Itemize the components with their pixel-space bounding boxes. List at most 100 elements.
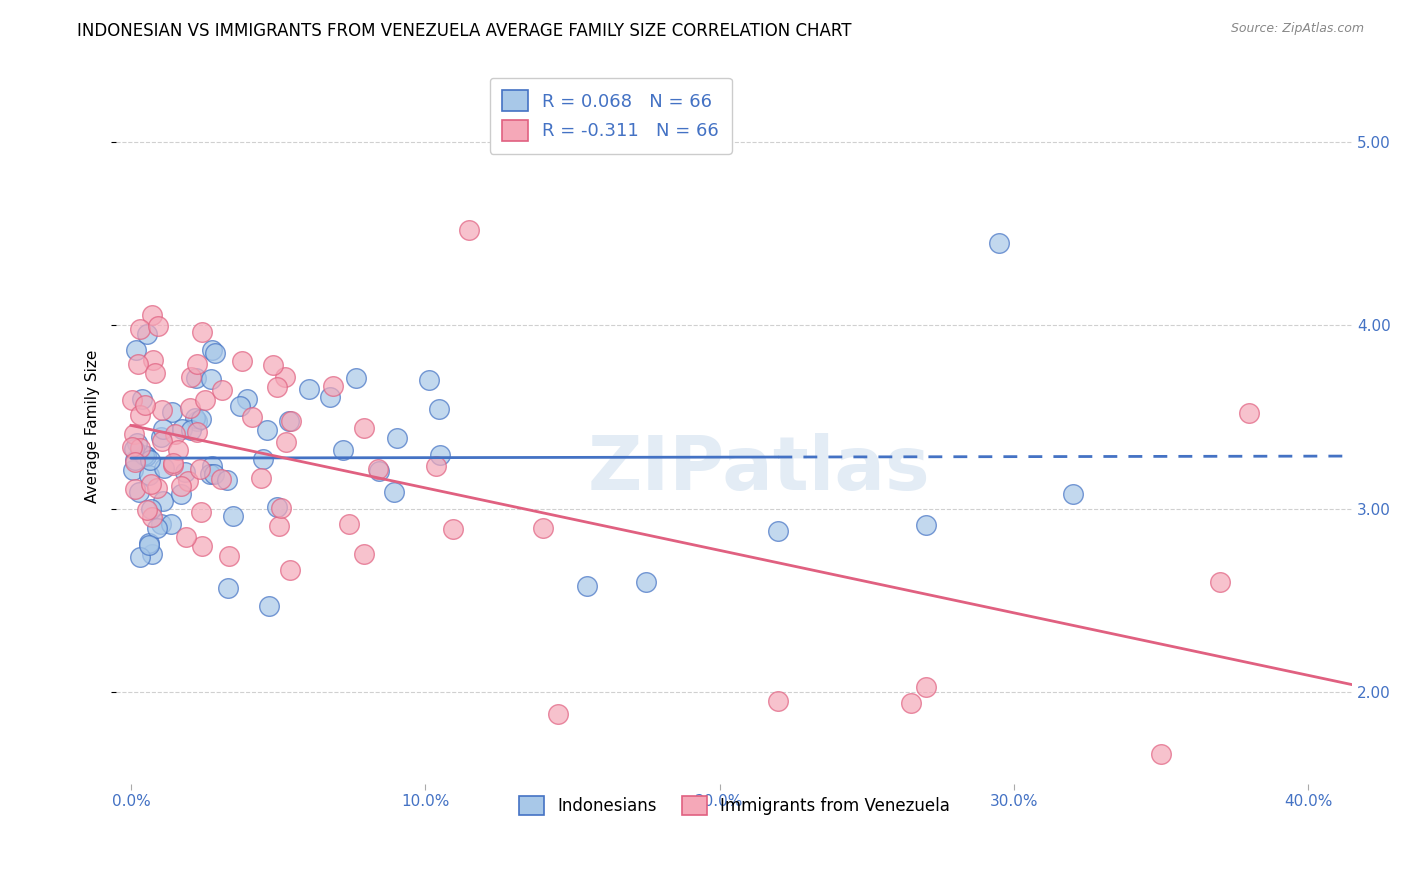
Point bbox=[367, 461, 389, 475]
Point bbox=[262, 358, 284, 372]
Point bbox=[425, 458, 447, 473]
Point bbox=[914, 518, 936, 533]
Point bbox=[124, 482, 146, 496]
Point bbox=[153, 461, 176, 475]
Point bbox=[122, 427, 145, 442]
Point bbox=[441, 522, 464, 536]
Point bbox=[141, 547, 163, 561]
Point bbox=[165, 427, 187, 442]
Point bbox=[170, 486, 193, 500]
Point bbox=[125, 436, 148, 450]
Point bbox=[160, 517, 183, 532]
Point bbox=[547, 707, 569, 722]
Point bbox=[183, 410, 205, 425]
Point bbox=[344, 370, 367, 384]
Point bbox=[129, 550, 152, 565]
Point bbox=[458, 223, 481, 237]
Point bbox=[121, 463, 143, 477]
Point bbox=[209, 472, 232, 486]
Point bbox=[172, 422, 194, 436]
Point bbox=[256, 423, 278, 437]
Point bbox=[152, 493, 174, 508]
Point bbox=[173, 465, 195, 479]
Point bbox=[138, 538, 160, 552]
Point bbox=[141, 510, 163, 524]
Point bbox=[134, 398, 156, 412]
Point bbox=[576, 579, 599, 593]
Point bbox=[418, 373, 440, 387]
Point bbox=[988, 235, 1011, 250]
Point bbox=[332, 443, 354, 458]
Legend: Indonesians, Immigrants from Venezuela: Indonesians, Immigrants from Venezuela bbox=[509, 786, 960, 825]
Point bbox=[276, 434, 298, 449]
Point bbox=[139, 476, 162, 491]
Point bbox=[236, 392, 259, 407]
Point bbox=[280, 415, 302, 429]
Point bbox=[190, 412, 212, 426]
Point bbox=[297, 383, 319, 397]
Point bbox=[1239, 406, 1261, 420]
Point bbox=[531, 521, 554, 535]
Point bbox=[274, 370, 297, 384]
Point bbox=[180, 423, 202, 437]
Point bbox=[186, 425, 208, 439]
Point bbox=[200, 343, 222, 357]
Point bbox=[128, 484, 150, 499]
Point bbox=[768, 694, 790, 708]
Point bbox=[1062, 487, 1084, 501]
Point bbox=[270, 501, 292, 516]
Point bbox=[135, 449, 157, 463]
Point bbox=[231, 353, 253, 368]
Point bbox=[427, 402, 450, 417]
Point bbox=[188, 462, 211, 476]
Point bbox=[122, 442, 145, 457]
Point bbox=[166, 442, 188, 457]
Point bbox=[194, 393, 217, 408]
Point bbox=[319, 391, 342, 405]
Point bbox=[138, 467, 160, 482]
Point bbox=[269, 519, 291, 533]
Point bbox=[136, 503, 159, 517]
Point bbox=[176, 530, 198, 544]
Point bbox=[124, 452, 146, 467]
Point bbox=[385, 431, 408, 445]
Point bbox=[177, 474, 200, 488]
Point bbox=[186, 414, 208, 428]
Point bbox=[139, 502, 162, 516]
Point bbox=[134, 449, 156, 463]
Text: INDONESIAN VS IMMIGRANTS FROM VENEZUELA AVERAGE FAMILY SIZE CORRELATION CHART: INDONESIAN VS IMMIGRANTS FROM VENEZUELA … bbox=[77, 22, 852, 40]
Point bbox=[222, 508, 245, 523]
Point bbox=[218, 549, 240, 564]
Point bbox=[138, 536, 160, 550]
Point bbox=[353, 547, 375, 561]
Point bbox=[914, 680, 936, 694]
Point bbox=[139, 453, 162, 467]
Point bbox=[131, 392, 153, 406]
Point bbox=[353, 421, 375, 435]
Point bbox=[217, 581, 239, 595]
Point bbox=[128, 441, 150, 455]
Point bbox=[190, 505, 212, 519]
Point bbox=[277, 414, 299, 428]
Point bbox=[121, 392, 143, 407]
Point bbox=[215, 474, 238, 488]
Point bbox=[146, 318, 169, 333]
Point bbox=[162, 458, 184, 473]
Point bbox=[211, 383, 233, 397]
Point bbox=[127, 357, 149, 371]
Point bbox=[152, 422, 174, 436]
Point bbox=[162, 405, 184, 419]
Point bbox=[337, 516, 360, 531]
Point bbox=[382, 485, 405, 500]
Point bbox=[145, 481, 167, 495]
Point bbox=[278, 563, 301, 577]
Point bbox=[240, 409, 263, 424]
Point bbox=[191, 325, 214, 339]
Point bbox=[142, 353, 165, 368]
Point bbox=[150, 434, 173, 448]
Point bbox=[124, 455, 146, 469]
Point bbox=[129, 408, 152, 422]
Point bbox=[204, 346, 226, 360]
Point bbox=[266, 379, 288, 393]
Point bbox=[900, 696, 922, 710]
